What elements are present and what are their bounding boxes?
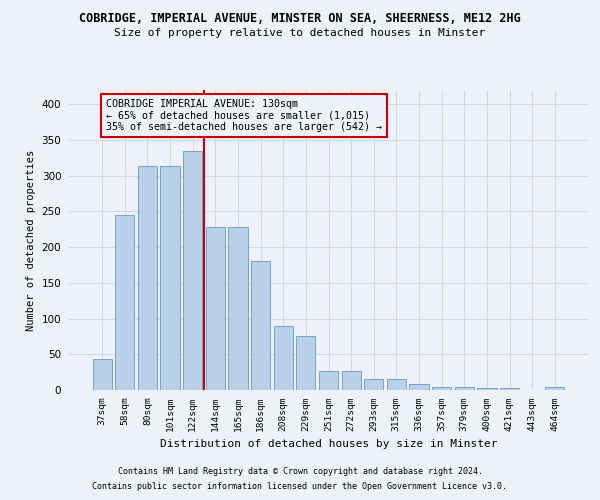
Bar [409,384,428,390]
Bar [229,227,248,390]
Bar [364,378,383,390]
Text: COBRIDGE, IMPERIAL AVENUE, MINSTER ON SEA, SHEERNESS, ME12 2HG: COBRIDGE, IMPERIAL AVENUE, MINSTER ON SE… [79,12,521,26]
Bar [432,387,451,390]
Bar [387,378,406,390]
Bar [296,336,316,390]
Bar [545,387,565,390]
Bar [115,215,134,390]
Bar [477,388,497,390]
Bar [319,372,338,390]
Y-axis label: Number of detached properties: Number of detached properties [26,150,36,330]
Bar [206,227,225,390]
Bar [251,262,270,390]
Bar [455,387,474,390]
Bar [341,372,361,390]
Text: Size of property relative to detached houses in Minster: Size of property relative to detached ho… [115,28,485,38]
Bar [183,150,202,390]
Bar [274,326,293,390]
Bar [160,166,180,390]
Bar [500,388,519,390]
Bar [138,166,157,390]
Text: COBRIDGE IMPERIAL AVENUE: 130sqm
← 65% of detached houses are smaller (1,015)
35: COBRIDGE IMPERIAL AVENUE: 130sqm ← 65% o… [106,98,382,132]
Bar [92,358,112,390]
Text: Contains HM Land Registry data © Crown copyright and database right 2024.: Contains HM Land Registry data © Crown c… [118,467,482,476]
Text: Contains public sector information licensed under the Open Government Licence v3: Contains public sector information licen… [92,482,508,491]
X-axis label: Distribution of detached houses by size in Minster: Distribution of detached houses by size … [160,439,497,449]
